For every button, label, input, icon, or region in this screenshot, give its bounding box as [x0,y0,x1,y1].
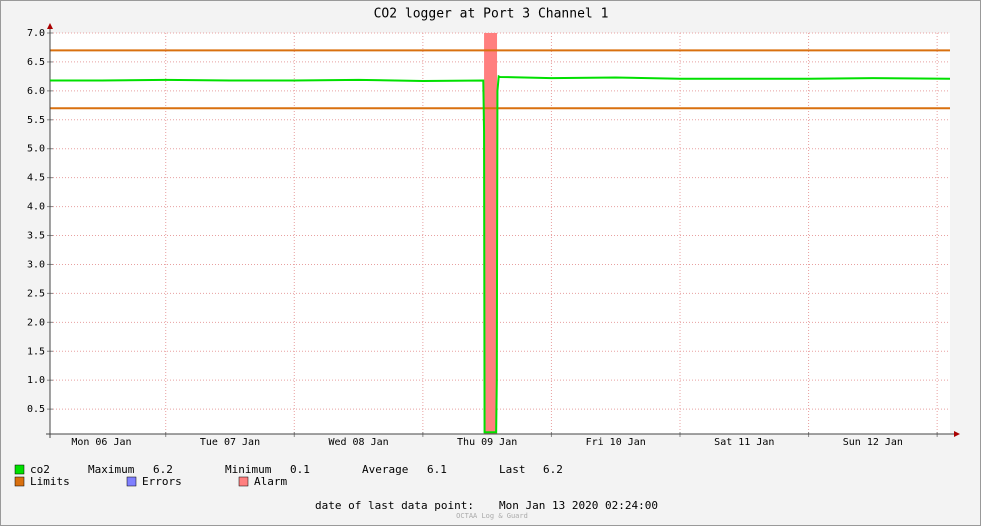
y-tick-label: 1.0 [27,375,45,386]
x-tick-label: Mon 06 Jan [71,437,131,448]
legend-label: co2 [30,463,50,476]
y-tick-label: 0.5 [27,404,45,415]
footer-value: Mon Jan 13 2020 02:24:00 [499,499,658,512]
plot-area [50,33,950,434]
footer-label: date of last data point: [315,499,474,512]
y-tick-label: 6.0 [27,86,45,97]
y-tick-label: 1.5 [27,346,45,357]
y-tick-label: 5.0 [27,144,45,155]
stat-value: 6.2 [543,463,563,476]
x-tick-label: Sun 12 Jan [843,437,903,448]
series-line [50,74,951,434]
x-tick-label: Wed 08 Jan [328,437,388,448]
y-tick-label: 3.5 [27,231,45,242]
stat-label: Average [362,463,408,476]
legend-swatch [14,476,25,487]
stat-value: 6.1 [427,463,447,476]
legend-swatch [126,476,137,487]
y-tick-label: 4.5 [27,173,45,184]
legend-label: Limits [30,475,70,488]
x-tick-label: Sat 11 Jan [714,437,774,448]
y-tick-label: 3.0 [27,259,45,270]
x-axis-arrow [954,431,960,437]
legend-swatch [14,464,25,475]
legend-label: Alarm [254,475,287,488]
watermark: OCTAA Log & Guard [456,512,528,520]
chart-title: CO2 logger at Port 3 Channel 1 [374,7,609,22]
stat-label: Maximum [88,463,135,476]
x-tick-label: Thu 09 Jan [457,437,517,448]
y-tick-label: 5.5 [27,115,45,126]
alarm-span [484,33,498,434]
y-tick-label: 7.0 [27,28,45,39]
x-tick-label: Tue 07 Jan [200,437,260,448]
stat-label: Minimum [225,463,272,476]
y-tick-label: 2.5 [27,288,45,299]
stat-label: Last [499,463,526,476]
legend-label: Errors [142,475,182,488]
y-axis-arrow [47,23,53,29]
x-tick-label: Fri 10 Jan [586,437,646,448]
y-tick-label: 2.0 [27,317,45,328]
y-tick-label: 6.5 [27,57,45,68]
stat-value: 0.1 [290,463,310,476]
stat-value: 6.2 [153,463,173,476]
y-tick-label: 4.0 [27,202,45,213]
legend-swatch [238,476,249,487]
